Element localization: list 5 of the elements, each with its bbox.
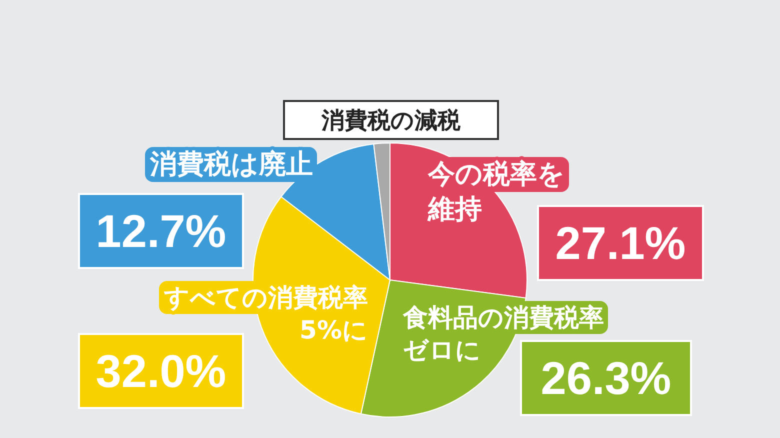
data-label: 27.1% <box>537 205 704 281</box>
slice-label: 消費税は廃止 <box>149 149 313 180</box>
chart-title: 消費税の減税 <box>283 100 499 140</box>
data-label: 32.0% <box>78 333 244 409</box>
data-label: 12.7% <box>78 193 244 269</box>
